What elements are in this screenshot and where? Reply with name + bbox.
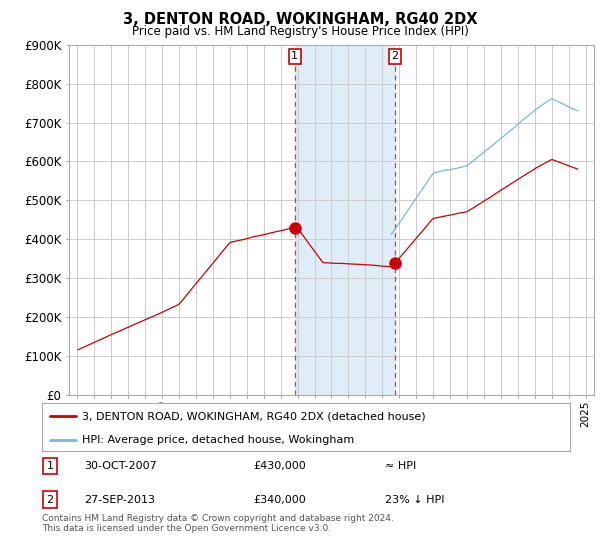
Text: 2: 2 <box>391 52 398 62</box>
Text: 3, DENTON ROAD, WOKINGHAM, RG40 2DX (detached house): 3, DENTON ROAD, WOKINGHAM, RG40 2DX (det… <box>82 411 425 421</box>
Text: 1: 1 <box>292 52 298 62</box>
Text: 3, DENTON ROAD, WOKINGHAM, RG40 2DX: 3, DENTON ROAD, WOKINGHAM, RG40 2DX <box>123 12 477 27</box>
Text: Price paid vs. HM Land Registry's House Price Index (HPI): Price paid vs. HM Land Registry's House … <box>131 25 469 38</box>
Text: ≈ HPI: ≈ HPI <box>385 461 416 471</box>
Text: HPI: Average price, detached house, Wokingham: HPI: Average price, detached house, Woki… <box>82 435 354 445</box>
Text: 23% ↓ HPI: 23% ↓ HPI <box>385 494 445 505</box>
Text: 30-OCT-2007: 30-OCT-2007 <box>84 461 157 471</box>
Bar <box>295 45 395 395</box>
Text: 27-SEP-2013: 27-SEP-2013 <box>84 494 155 505</box>
Text: 2: 2 <box>46 494 53 505</box>
Text: £430,000: £430,000 <box>253 461 306 471</box>
Text: 1: 1 <box>46 461 53 471</box>
Text: £340,000: £340,000 <box>253 494 306 505</box>
Text: Contains HM Land Registry data © Crown copyright and database right 2024.
This d: Contains HM Land Registry data © Crown c… <box>42 514 394 534</box>
